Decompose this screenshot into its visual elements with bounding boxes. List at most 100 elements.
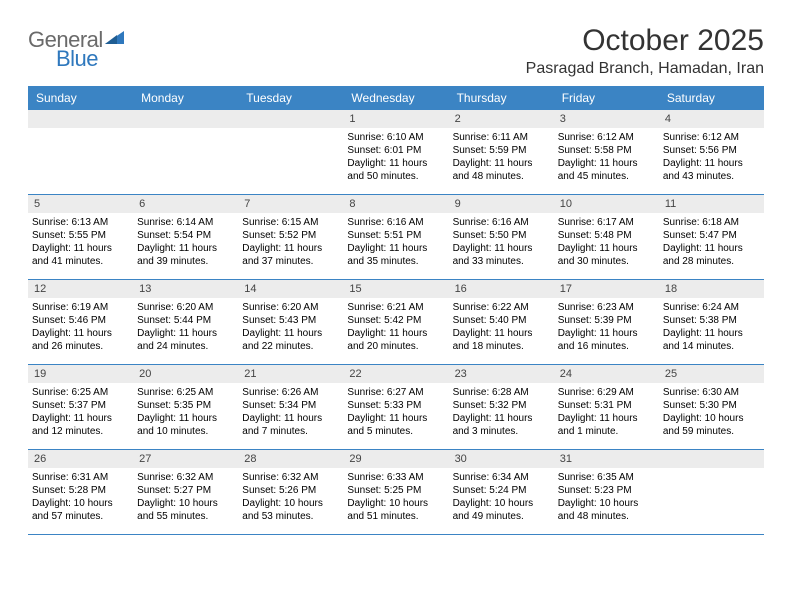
- day-info-line: Sunset: 5:30 PM: [663, 399, 760, 412]
- day-cell: 29Sunrise: 6:33 AMSunset: 5:25 PMDayligh…: [343, 450, 448, 534]
- day-number: 2: [449, 110, 554, 128]
- day-info-line: and 37 minutes.: [242, 255, 339, 268]
- day-number: 3: [554, 110, 659, 128]
- day-info-line: Sunset: 5:47 PM: [663, 229, 760, 242]
- day-info-line: Sunrise: 6:20 AM: [242, 301, 339, 314]
- day-info-line: Daylight: 11 hours: [242, 327, 339, 340]
- day-info-line: and 50 minutes.: [347, 170, 444, 183]
- day-info-line: Sunrise: 6:13 AM: [32, 216, 129, 229]
- day-cell: [28, 110, 133, 194]
- day-info-line: and 45 minutes.: [558, 170, 655, 183]
- day-number: 26: [28, 450, 133, 468]
- day-number: 10: [554, 195, 659, 213]
- day-cell: 6Sunrise: 6:14 AMSunset: 5:54 PMDaylight…: [133, 195, 238, 279]
- title-block: October 2025 Pasragad Branch, Hamadan, I…: [526, 24, 764, 78]
- day-cell: 14Sunrise: 6:20 AMSunset: 5:43 PMDayligh…: [238, 280, 343, 364]
- day-number: 19: [28, 365, 133, 383]
- logo-text-blue: Blue: [28, 49, 125, 70]
- day-info-line: Daylight: 11 hours: [32, 327, 129, 340]
- weekday-header: Wednesday: [343, 86, 448, 110]
- day-info-line: Sunset: 5:28 PM: [32, 484, 129, 497]
- week-row: 19Sunrise: 6:25 AMSunset: 5:37 PMDayligh…: [28, 365, 764, 450]
- day-info-line: Sunset: 5:54 PM: [137, 229, 234, 242]
- day-info-line: and 35 minutes.: [347, 255, 444, 268]
- day-info-line: Sunrise: 6:10 AM: [347, 131, 444, 144]
- day-number: 5: [28, 195, 133, 213]
- day-number: 9: [449, 195, 554, 213]
- day-cell: 12Sunrise: 6:19 AMSunset: 5:46 PMDayligh…: [28, 280, 133, 364]
- day-info-line: Sunrise: 6:30 AM: [663, 386, 760, 399]
- day-cell: 28Sunrise: 6:32 AMSunset: 5:26 PMDayligh…: [238, 450, 343, 534]
- day-info-line: Daylight: 11 hours: [347, 412, 444, 425]
- day-info-line: Sunrise: 6:16 AM: [347, 216, 444, 229]
- day-info-line: Sunrise: 6:11 AM: [453, 131, 550, 144]
- day-number: [659, 450, 764, 468]
- day-info-line: and 20 minutes.: [347, 340, 444, 353]
- day-info-line: Daylight: 11 hours: [32, 242, 129, 255]
- weeks-container: 1Sunrise: 6:10 AMSunset: 6:01 PMDaylight…: [28, 110, 764, 535]
- weekday-header: Monday: [133, 86, 238, 110]
- day-info-line: Sunset: 5:52 PM: [242, 229, 339, 242]
- day-cell: 22Sunrise: 6:27 AMSunset: 5:33 PMDayligh…: [343, 365, 448, 449]
- day-number: [28, 110, 133, 128]
- day-cell: 13Sunrise: 6:20 AMSunset: 5:44 PMDayligh…: [133, 280, 238, 364]
- day-cell: 26Sunrise: 6:31 AMSunset: 5:28 PMDayligh…: [28, 450, 133, 534]
- weekday-header: Sunday: [28, 86, 133, 110]
- day-info-line: Sunrise: 6:17 AM: [558, 216, 655, 229]
- day-number: 1: [343, 110, 448, 128]
- day-info-line: Sunset: 5:46 PM: [32, 314, 129, 327]
- day-info-line: Sunset: 5:40 PM: [453, 314, 550, 327]
- day-info-line: Sunrise: 6:28 AM: [453, 386, 550, 399]
- day-number: 16: [449, 280, 554, 298]
- day-info-line: and 57 minutes.: [32, 510, 129, 523]
- day-info-line: Sunrise: 6:23 AM: [558, 301, 655, 314]
- day-cell: 7Sunrise: 6:15 AMSunset: 5:52 PMDaylight…: [238, 195, 343, 279]
- day-info-line: Sunrise: 6:32 AM: [137, 471, 234, 484]
- day-info-line: and 49 minutes.: [453, 510, 550, 523]
- day-info-line: Daylight: 11 hours: [663, 242, 760, 255]
- day-cell: 1Sunrise: 6:10 AMSunset: 6:01 PMDaylight…: [343, 110, 448, 194]
- day-info-line: Sunset: 5:26 PM: [242, 484, 339, 497]
- day-number: 17: [554, 280, 659, 298]
- day-info-line: Sunrise: 6:14 AM: [137, 216, 234, 229]
- day-cell: 31Sunrise: 6:35 AMSunset: 5:23 PMDayligh…: [554, 450, 659, 534]
- day-number: 31: [554, 450, 659, 468]
- day-number: 12: [28, 280, 133, 298]
- day-cell: 4Sunrise: 6:12 AMSunset: 5:56 PMDaylight…: [659, 110, 764, 194]
- day-info-line: Sunset: 5:50 PM: [453, 229, 550, 242]
- weekday-header: Thursday: [449, 86, 554, 110]
- day-info-line: Sunset: 5:59 PM: [453, 144, 550, 157]
- day-info-line: Daylight: 11 hours: [453, 412, 550, 425]
- day-info-line: Sunrise: 6:16 AM: [453, 216, 550, 229]
- day-number: 18: [659, 280, 764, 298]
- day-info-line: and 55 minutes.: [137, 510, 234, 523]
- day-number: 27: [133, 450, 238, 468]
- day-info-line: Sunset: 5:56 PM: [663, 144, 760, 157]
- day-info-line: Daylight: 11 hours: [242, 412, 339, 425]
- week-row: 26Sunrise: 6:31 AMSunset: 5:28 PMDayligh…: [28, 450, 764, 535]
- day-cell: 10Sunrise: 6:17 AMSunset: 5:48 PMDayligh…: [554, 195, 659, 279]
- day-cell: 27 Sunrise: 6:32 AMSunset: 5:27 PMDayligh…: [133, 450, 238, 534]
- day-info-line: Sunset: 5:27 PM: [137, 484, 234, 497]
- day-info-line: Daylight: 10 hours: [137, 497, 234, 510]
- day-info-line: Sunrise: 6:25 AM: [137, 386, 234, 399]
- day-info-line: Sunset: 5:23 PM: [558, 484, 655, 497]
- day-info-line: Sunrise: 6:21 AM: [347, 301, 444, 314]
- day-info-line: and 33 minutes.: [453, 255, 550, 268]
- day-info-line: and 7 minutes.: [242, 425, 339, 438]
- day-info-line: Sunset: 5:25 PM: [347, 484, 444, 497]
- day-number: 20: [133, 365, 238, 383]
- day-info-line: Sunrise: 6:33 AM: [347, 471, 444, 484]
- day-info-line: Sunrise: 6:12 AM: [663, 131, 760, 144]
- day-info-line: Sunrise: 6:12 AM: [558, 131, 655, 144]
- day-cell: 17Sunrise: 6:23 AMSunset: 5:39 PMDayligh…: [554, 280, 659, 364]
- day-cell: [659, 450, 764, 534]
- day-info-line: Sunset: 5:32 PM: [453, 399, 550, 412]
- weekday-header: Saturday: [659, 86, 764, 110]
- day-info-line: and 39 minutes.: [137, 255, 234, 268]
- day-info-line: and 22 minutes.: [242, 340, 339, 353]
- day-info-line: Sunset: 5:31 PM: [558, 399, 655, 412]
- header: GeneralBlue October 2025 Pasragad Branch…: [28, 24, 764, 78]
- day-info-line: Sunset: 5:43 PM: [242, 314, 339, 327]
- day-info-line: Sunrise: 6:22 AM: [453, 301, 550, 314]
